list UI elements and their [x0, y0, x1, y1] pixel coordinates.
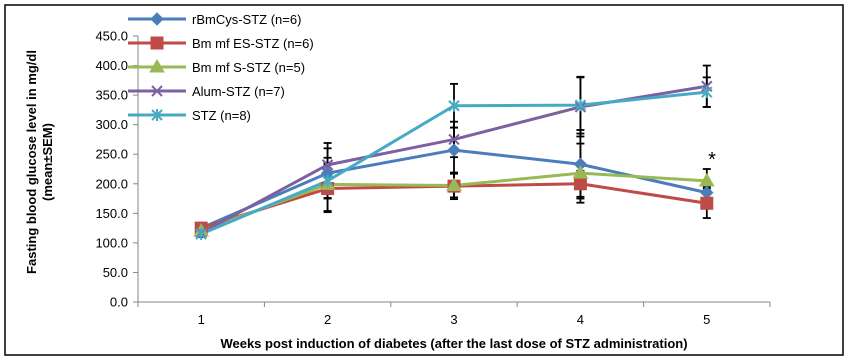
data-point-stz [448, 99, 460, 112]
legend-marker-alum-stz [151, 85, 163, 97]
y-axis-title-line-1: Fasting blood glucose level in mg/dl [24, 50, 39, 274]
x-tick-label: 4 [577, 312, 584, 327]
data-point-bm-mf-es-stz [700, 196, 714, 210]
x-tick-label: 3 [450, 312, 457, 327]
y-tick-label: 350.0 [95, 88, 128, 103]
y-tick-label: 100.0 [95, 235, 128, 250]
legend-label-bm-mf-s-stz: Bm mf S-STZ (n=5) [192, 60, 305, 75]
legend-marker-rbmcys-stz [150, 12, 164, 26]
data-point-rbmcys-stz [447, 143, 461, 157]
legend-marker-bm-mf-es-stz [150, 36, 164, 50]
significance-asterisk: * [708, 149, 716, 171]
y-tick-label: 0.0 [110, 295, 128, 310]
data-point-bm-mf-s-stz [572, 165, 589, 179]
y-tick-label: 450.0 [95, 29, 128, 44]
data-point-bm-mf-s-stz [698, 172, 715, 187]
data-point-stz [574, 99, 587, 112]
legend-label-rbmcys-stz: rBmCys-STZ (n=6) [192, 12, 301, 27]
y-axis-ticks: 0.0 50.0 100.0 150.0 200.0 250.0 300.0 350.0 400… [95, 29, 138, 310]
y-tick-label: 400.0 [95, 58, 128, 73]
series-markers [193, 80, 715, 241]
legend-label-alum-stz: Alum-STZ (n=7) [192, 84, 285, 99]
data-point-alum-stz [448, 133, 460, 146]
y-tick-label: 50.0 [103, 265, 128, 280]
x-axis-ticks: 1 2 3 4 5 [137, 302, 771, 327]
legend-label-bm-mf-es-stz: Bm mf ES-STZ (n=6) [192, 36, 314, 51]
x-tick-label: 1 [198, 312, 205, 327]
y-tick-label: 250.0 [95, 147, 128, 162]
legend-marker-bm-mf-s-stz [149, 59, 165, 73]
y-tick-label: 150.0 [95, 206, 128, 221]
data-point-stz [321, 174, 334, 187]
legend-marker-stz [151, 109, 163, 121]
y-tick-label: 200.0 [95, 176, 128, 191]
data-point-bm-mf-s-stz [446, 177, 462, 192]
y-tick-label: 300.0 [95, 117, 128, 132]
y-axis-title: Fasting blood glucose level in mg/dl (me… [24, 50, 55, 274]
data-point-alum-stz [321, 159, 334, 171]
data-point-stz [701, 86, 713, 99]
x-axis-title: Weeks post induction of diabetes (after … [220, 336, 687, 351]
y-axis-title-line-2: (mean±SEM) [40, 123, 55, 201]
data-point-bm-mf-es-stz [573, 177, 587, 191]
legend: rBmCys-STZ (n=6) Bm mf ES-STZ (n=6) Bm mf … [128, 12, 314, 123]
x-tick-label: 2 [324, 312, 331, 327]
data-point-stz [195, 228, 207, 241]
legend-label-stz: STZ (n=8) [192, 108, 251, 123]
x-tick-label: 5 [703, 312, 710, 327]
